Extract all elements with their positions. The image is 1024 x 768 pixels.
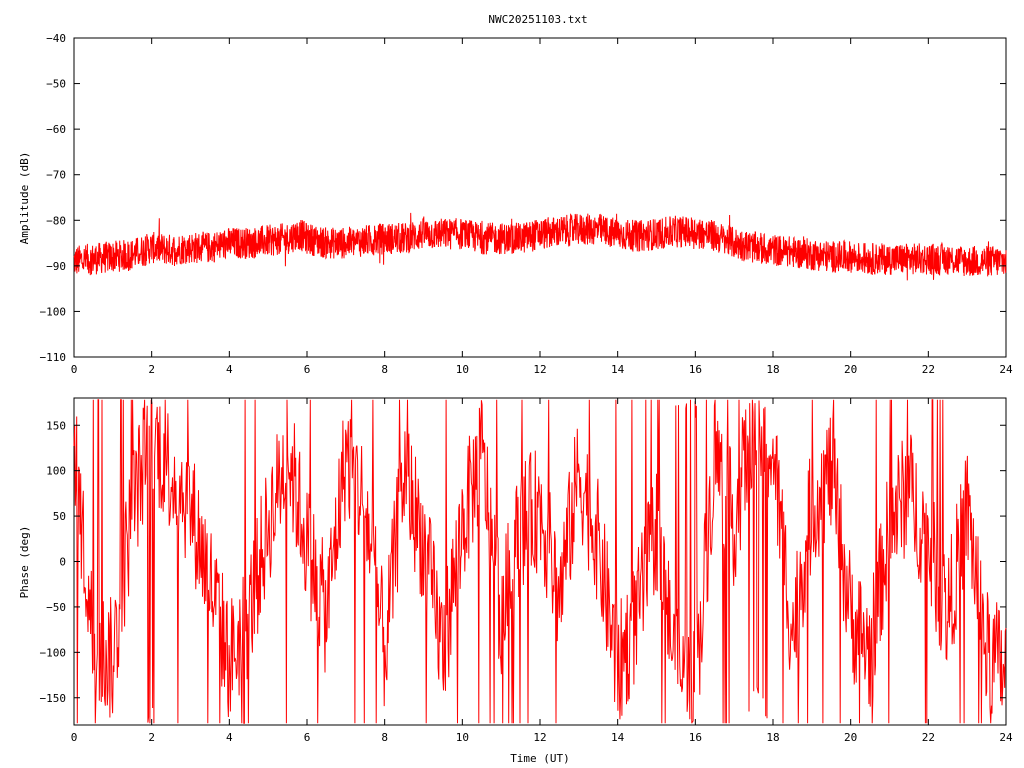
time-x-axis-label: Time (UT) bbox=[510, 752, 570, 765]
phase-x-tick-label: 18 bbox=[766, 731, 779, 744]
phase-x-tick-label: 12 bbox=[533, 731, 546, 744]
amplitude-x-tick-label: 14 bbox=[611, 363, 625, 376]
amplitude-x-tick-label: 0 bbox=[71, 363, 78, 376]
amplitude-axes: 0 2 4 6 8 10 12 14 16 18 20 22 24−40−50−60−70−80−90−… bbox=[40, 32, 1013, 376]
phase-plot-frame bbox=[73, 397, 1007, 726]
phase-x-tick-label: 8 bbox=[381, 731, 388, 744]
amplitude-x-tick-label: 12 bbox=[533, 363, 546, 376]
amplitude-x-tick-label: 8 bbox=[381, 363, 388, 376]
phase-y-tick-label: −150 bbox=[40, 692, 67, 705]
amplitude-series-line bbox=[73, 212, 1007, 281]
phase-y-axis-label: Phase (deg) bbox=[18, 526, 31, 599]
amplitude-y-tick-label: −110 bbox=[40, 351, 67, 364]
amplitude-plot-frame bbox=[73, 37, 1007, 358]
amplitude-x-tick-label: 4 bbox=[226, 363, 233, 376]
phase-series bbox=[73, 399, 1007, 724]
phase-axes: 0 2 4 6 8 10 12 14 16 18 20 22 24150100500−50−100−15… bbox=[40, 398, 1013, 744]
phase-y-tick-label: 150 bbox=[46, 419, 66, 432]
phase-x-tick-label: 6 bbox=[304, 731, 311, 744]
phase-x-tick-label: 22 bbox=[922, 731, 935, 744]
amplitude-series bbox=[73, 212, 1007, 281]
phase-y-tick-label: −100 bbox=[40, 646, 67, 659]
amplitude-x-tick-label: 18 bbox=[766, 363, 779, 376]
amplitude-y-tick-label: −50 bbox=[46, 78, 66, 91]
phase-x-tick-label: 0 bbox=[71, 731, 78, 744]
amplitude-y-tick-label: −90 bbox=[46, 260, 66, 273]
amplitude-x-tick-label: 6 bbox=[304, 363, 311, 376]
phase-y-tick-label: −50 bbox=[46, 601, 66, 614]
amplitude-y-tick-label: −80 bbox=[46, 214, 66, 227]
amplitude-y-tick-label: −60 bbox=[46, 123, 66, 136]
amplitude-x-tick-label: 2 bbox=[148, 363, 155, 376]
phase-panel: 0 2 4 6 8 10 12 14 16 18 20 22 24150100500−50−100−15… bbox=[18, 397, 1013, 765]
amplitude-y-tick-label: −40 bbox=[46, 32, 66, 45]
amplitude-panel: 0 2 4 6 8 10 12 14 16 18 20 22 24−40−50−60−70−80−90−… bbox=[18, 32, 1013, 376]
phase-x-tick-label: 14 bbox=[611, 731, 625, 744]
amplitude-x-tick-label: 10 bbox=[456, 363, 469, 376]
amplitude-x-tick-label: 16 bbox=[689, 363, 702, 376]
amplitude-x-tick-label: 24 bbox=[999, 363, 1013, 376]
amplitude-x-tick-label: 22 bbox=[922, 363, 935, 376]
phase-x-tick-label: 16 bbox=[689, 731, 702, 744]
phase-y-tick-label: 0 bbox=[59, 556, 66, 569]
amplitude-y-tick-label: −70 bbox=[46, 169, 66, 182]
phase-y-tick-label: 100 bbox=[46, 465, 66, 478]
amplitude-y-tick-label: −100 bbox=[40, 305, 67, 318]
phase-x-tick-label: 24 bbox=[999, 731, 1013, 744]
phase-y-tick-label: 50 bbox=[53, 510, 66, 523]
phase-x-tick-label: 10 bbox=[456, 731, 469, 744]
chart-title: NWC20251103.txt bbox=[488, 13, 587, 26]
amplitude-x-tick-label: 20 bbox=[844, 363, 857, 376]
amplitude-y-axis-label: Amplitude (dB) bbox=[18, 152, 31, 245]
phase-x-tick-label: 2 bbox=[148, 731, 155, 744]
phase-x-tick-label: 4 bbox=[226, 731, 233, 744]
phase-series-line bbox=[73, 399, 1007, 724]
phase-x-tick-label: 20 bbox=[844, 731, 857, 744]
